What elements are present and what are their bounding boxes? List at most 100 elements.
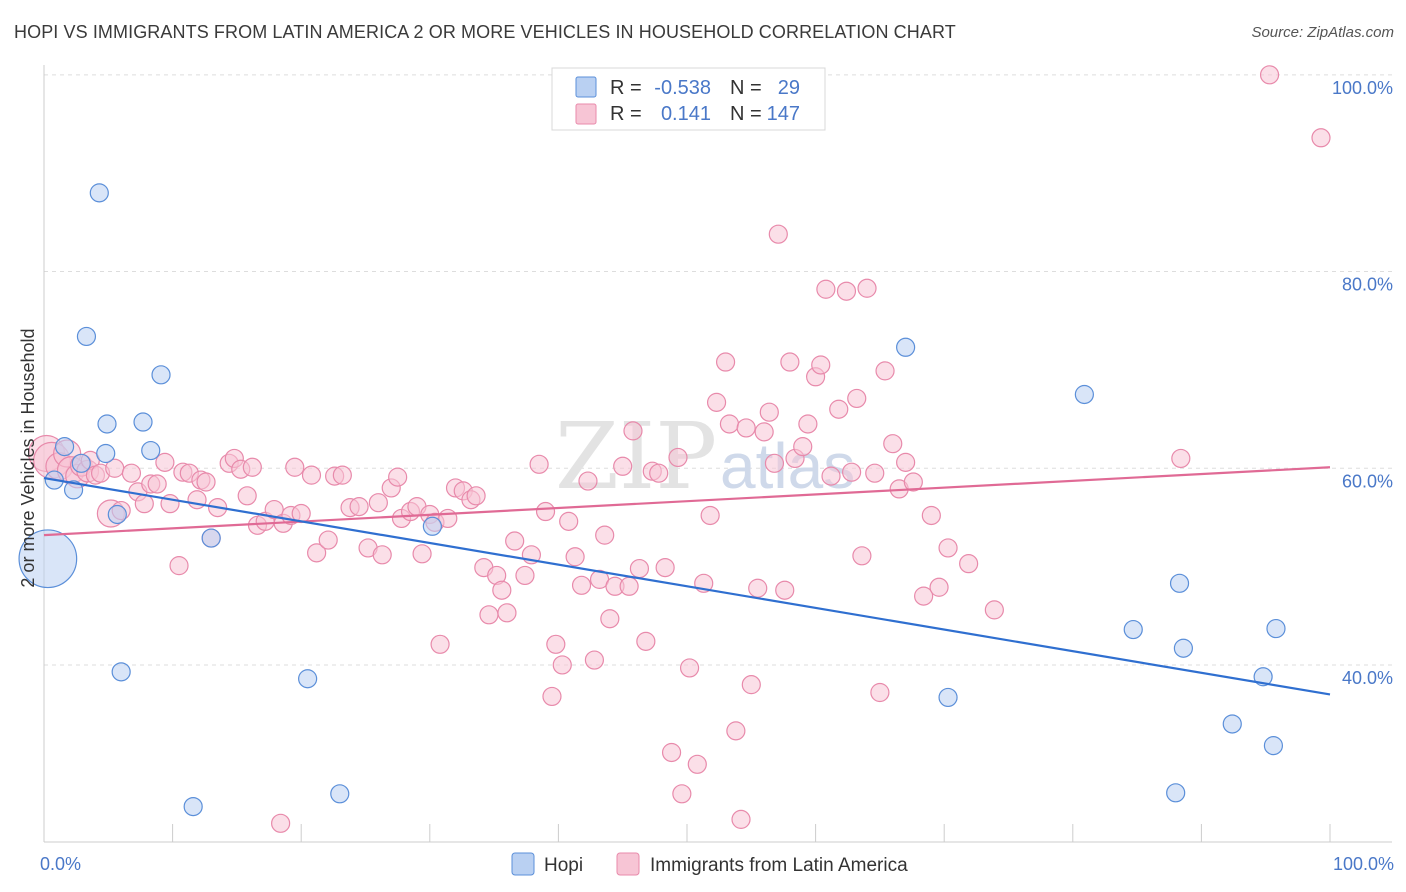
stats-box-frame — [551, 67, 826, 131]
latin-point-79 — [559, 511, 579, 531]
latin-point-80 — [565, 547, 585, 567]
latin-point-33 — [242, 457, 262, 477]
hopi-point-13 — [151, 365, 171, 385]
hopi-point-21 — [938, 687, 958, 708]
latin-point-37 — [271, 813, 291, 833]
latin-point-50 — [368, 493, 388, 513]
latin-point-26 — [196, 472, 216, 492]
latin-point-98 — [672, 784, 692, 804]
latin-point-115 — [775, 580, 795, 600]
hopi-point-24 — [1166, 783, 1186, 803]
stats-hopi-n-label: N = — [730, 77, 762, 99]
watermark: ZIP atlas — [555, 403, 855, 510]
hopi-point-28 — [1253, 667, 1273, 687]
latin-point-102 — [700, 505, 720, 526]
y-tick-label-100: 100.0% — [1332, 78, 1393, 98]
hopi-point-10 — [111, 662, 131, 682]
latin-point-116 — [780, 352, 800, 372]
legend-latin-swatch — [616, 852, 640, 876]
latin-point-24 — [187, 490, 207, 510]
latin-point-128 — [852, 546, 872, 566]
hopi-point-8 — [97, 414, 117, 434]
latin-point-19 — [155, 452, 175, 472]
watermark-zip: ZIP — [555, 403, 717, 510]
y-tick-label-80: 80.0% — [1342, 275, 1393, 295]
tick-labels: 40.0% 60.0% 80.0% 100.0% 0.0% 100.0% — [40, 78, 1394, 874]
latin-point-89 — [619, 576, 639, 596]
latin-point-139 — [929, 577, 949, 597]
latin-point-90 — [623, 421, 643, 441]
y-axis-label: 2 or more Vehicles in Household — [18, 328, 38, 587]
latin-point-141 — [959, 554, 979, 574]
latin-point-97 — [668, 447, 688, 468]
scatter-points — [18, 65, 1331, 833]
trend-lines — [43, 466, 1331, 696]
latin-point-67 — [479, 605, 499, 625]
latin-point-53 — [388, 467, 408, 487]
y-tick-label-60: 60.0% — [1342, 471, 1393, 491]
hopi-point-0 — [18, 529, 78, 589]
chart-source: Source: ZipAtlas.com — [1251, 24, 1394, 41]
hopi-point-12 — [141, 440, 161, 461]
latin-point-133 — [883, 434, 903, 454]
latin-point-109 — [741, 675, 761, 695]
latin-point-118 — [793, 437, 813, 457]
latin-point-100 — [687, 754, 707, 774]
latin-point-136 — [903, 472, 923, 492]
hopi-point-26 — [1173, 638, 1193, 658]
latin-point-32 — [237, 486, 257, 506]
latin-point-125 — [836, 281, 857, 301]
stats-latin-n-value: 147 — [767, 103, 800, 125]
hopi-point-27 — [1222, 714, 1242, 734]
hopi-point-20 — [896, 337, 916, 357]
latin-point-86 — [600, 609, 620, 629]
latin-point-40 — [285, 457, 305, 477]
latin-point-131 — [870, 682, 890, 703]
latin-point-105 — [719, 414, 740, 434]
latin-point-135 — [896, 452, 916, 472]
latin-point-142 — [984, 600, 1004, 620]
hopi-point-23 — [1123, 619, 1143, 640]
latin-point-76 — [542, 686, 562, 707]
latin-point-74 — [529, 454, 549, 474]
latin-point-106 — [726, 721, 746, 741]
hopi-point-11 — [133, 412, 153, 432]
hopi-point-14 — [183, 796, 203, 817]
hopi-point-18 — [422, 516, 442, 536]
latin-point-104 — [715, 352, 736, 372]
latin-point-83 — [584, 650, 605, 670]
latin-point-95 — [655, 557, 675, 578]
watermark-atlas: atlas — [720, 430, 855, 502]
grid — [44, 74, 1392, 666]
latin-point-72 — [515, 565, 535, 586]
latin-point-51 — [372, 545, 392, 565]
legend-hopi-label: Hopi — [544, 855, 583, 876]
latin-point-44 — [318, 530, 338, 550]
latin-point-143 — [1171, 448, 1191, 469]
stats-latin-swatch — [575, 103, 597, 125]
latin-point-145 — [1311, 128, 1331, 148]
hopi-point-2 — [54, 437, 75, 457]
latin-point-60 — [430, 634, 450, 654]
latin-point-121 — [811, 355, 831, 375]
latin-point-126 — [842, 462, 862, 482]
latin-point-114 — [768, 224, 788, 244]
stats-hopi-n-value: 29 — [778, 77, 800, 99]
latin-point-99 — [679, 658, 700, 678]
x-tick-label-100: 100.0% — [1333, 854, 1394, 874]
latin-point-137 — [914, 586, 934, 606]
stats-latin-r-value: 0.141 — [661, 103, 711, 125]
hopi-point-25 — [1169, 573, 1190, 593]
latin-trend-line — [43, 466, 1331, 537]
latin-point-107 — [731, 809, 751, 829]
y-tick-label-40: 40.0% — [1342, 668, 1393, 688]
latin-point-111 — [754, 422, 774, 442]
legend-hopi-swatch — [511, 852, 535, 876]
latin-point-91 — [629, 558, 650, 579]
hopi-point-29 — [1263, 736, 1284, 756]
latin-point-129 — [857, 278, 877, 298]
latin-point-42 — [301, 465, 322, 485]
latin-point-36 — [264, 499, 284, 520]
hopi-trend-line — [43, 477, 1331, 696]
